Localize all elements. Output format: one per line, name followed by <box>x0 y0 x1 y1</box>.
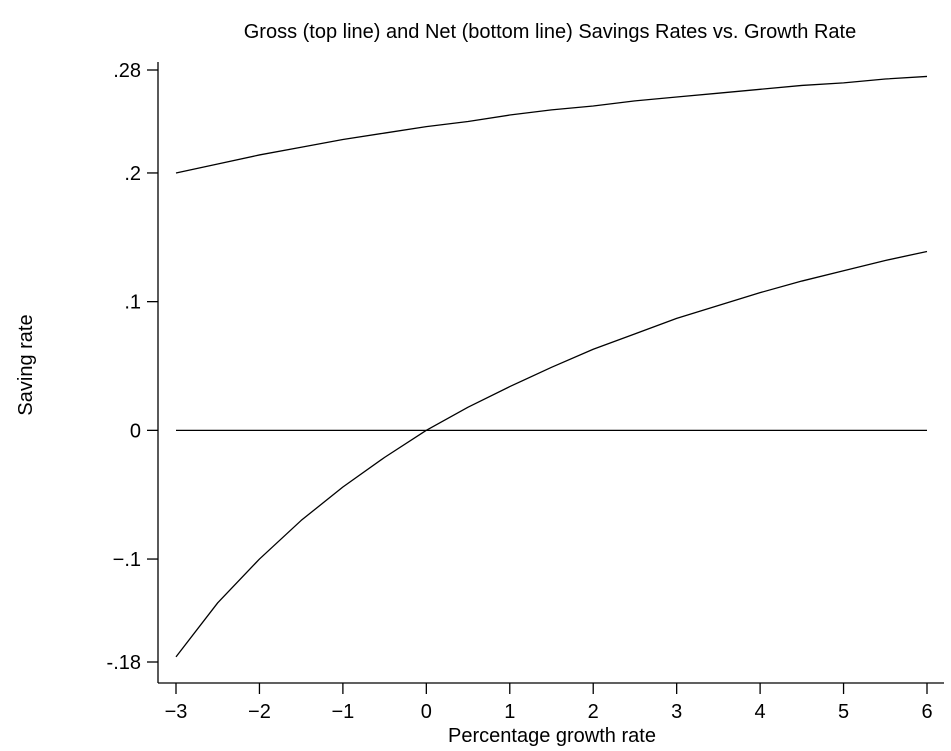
net-savings-line <box>175 250 928 658</box>
x-tick-label: −3 <box>165 701 188 723</box>
gross-savings-line <box>175 75 928 174</box>
series-group <box>175 75 928 658</box>
y-tick-label: 0 <box>130 420 141 442</box>
y-tick-label: -.18 <box>107 652 141 674</box>
y-tick-label: .1 <box>124 292 141 314</box>
x-tick-label: 6 <box>921 701 932 723</box>
x-tick-label: 3 <box>671 701 682 723</box>
y-axis-label: Saving rate <box>15 314 37 415</box>
x-tick-label: 5 <box>838 701 849 723</box>
x-axis-ticks: −3 −2 −1 0 1 2 3 4 5 6 <box>165 683 933 723</box>
x-tick-label: 0 <box>421 701 432 723</box>
y-tick-label: −.1 <box>113 549 141 571</box>
chart-title: Gross (top line) and Net (bottom line) S… <box>244 21 856 43</box>
x-tick-label: 1 <box>504 701 515 723</box>
y-tick-label: .28 <box>113 60 141 82</box>
x-tick-label: 4 <box>755 701 766 723</box>
y-axis-ticks: -.18 −.1 0 .1 .2 .28 <box>107 60 158 674</box>
x-tick-label: −1 <box>331 701 354 723</box>
x-axis-label: Percentage growth rate <box>448 725 656 747</box>
x-tick-label: −2 <box>248 701 271 723</box>
x-tick-label: 2 <box>588 701 599 723</box>
y-tick-label: .2 <box>124 163 141 185</box>
